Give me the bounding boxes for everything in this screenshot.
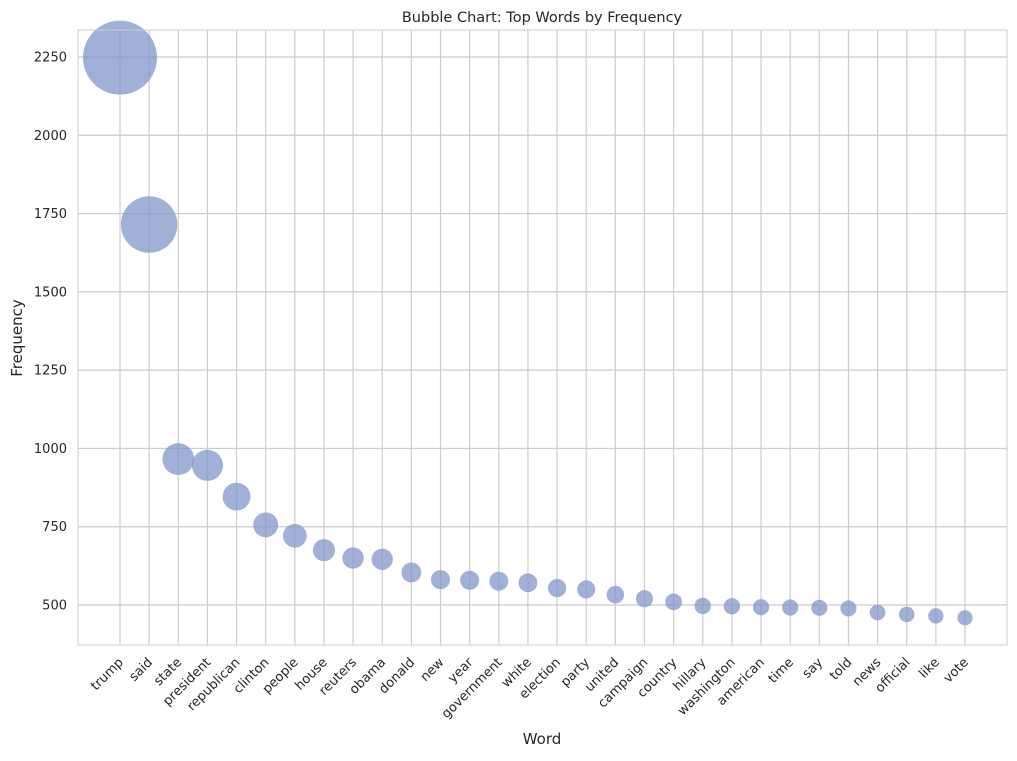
x-tick-label: say [800,655,827,682]
bubble-clinton [253,512,279,538]
bubble-government [489,571,509,591]
x-tick-label: vote [941,655,972,686]
chart-title: Bubble Chart: Top Words by Frequency [402,10,683,26]
bubble-hillary [694,597,711,615]
bubble-white [518,573,538,593]
bubble-united [606,585,625,604]
bubble-people [282,523,307,548]
y-tick-label: 750 [42,520,67,535]
bubbles [83,20,973,626]
bubble-house [312,539,336,562]
y-tick-label: 1250 [34,364,67,379]
bubble-year [460,570,480,590]
bubble-donald [401,562,422,583]
y-tick-label: 1750 [34,207,67,222]
bubble-president [191,449,223,481]
bubble-trump [83,20,157,95]
x-tick-label: like [916,655,942,681]
x-tick-label: trump [88,655,127,694]
bubble-new [430,570,451,590]
bubble-news [869,604,886,621]
grid-lines [78,30,1007,645]
x-tick-labels: trump saidstatepresidentrepublicanclinton… [88,655,972,722]
x-axis-title: Word [523,730,562,748]
bubble-obama [371,548,393,570]
bubble-say [811,599,828,616]
y-tick-label: 500 [42,599,67,614]
y-tick-label: 1000 [34,442,67,457]
bubble-told [840,600,857,617]
x-tick-label: new [418,655,448,685]
y-tick-label: 2250 [34,51,67,66]
bubble-official [898,606,915,623]
bubble-state [162,443,195,475]
plot-frame [77,29,1008,646]
y-tick-label: 2000 [34,129,67,144]
bubble-republican [222,482,251,511]
y-tick-label: 1500 [34,285,67,300]
bubble-time [782,599,799,616]
bubble-american [752,599,770,616]
bubble-country [665,593,683,611]
y-tick-labels: 500 750 1000 1250 1500 1750 2000 2250 [34,51,67,614]
bubble-election [547,578,567,598]
bubble-like [928,608,944,624]
x-tick-label: time [766,655,797,686]
bubble-party [577,580,596,599]
plot-background [78,30,1007,645]
bubble-campaign [635,590,654,608]
bubble-vote [957,610,973,626]
bubble-said [120,196,178,253]
bubble-reuters [342,547,364,569]
bubble-washington [723,598,741,615]
y-axis-title: Frequency [8,299,26,377]
